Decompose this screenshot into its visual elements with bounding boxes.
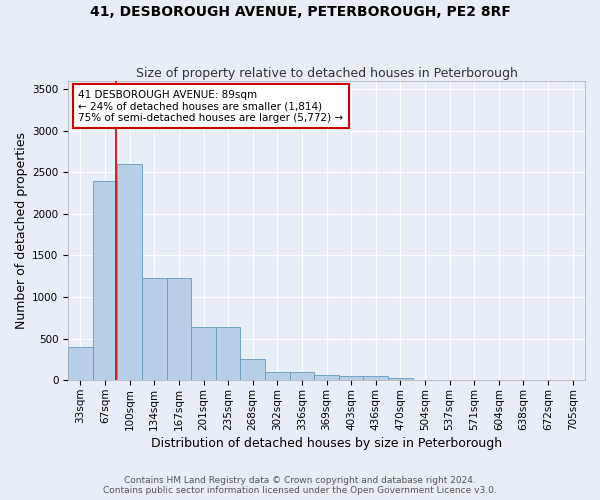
Bar [388,378,413,380]
Bar [216,327,241,380]
Title: Size of property relative to detached houses in Peterborough: Size of property relative to detached ho… [136,66,518,80]
Bar [265,372,290,380]
X-axis label: Distribution of detached houses by size in Peterborough: Distribution of detached houses by size … [151,437,502,450]
Bar [93,180,118,380]
Text: Contains HM Land Registry data © Crown copyright and database right 2024.
Contai: Contains HM Land Registry data © Crown c… [103,476,497,495]
Bar [118,164,142,380]
Bar [68,347,93,380]
Bar [290,372,314,380]
Bar [339,376,364,380]
Bar [241,360,265,380]
Text: 41 DESBOROUGH AVENUE: 89sqm
← 24% of detached houses are smaller (1,814)
75% of : 41 DESBOROUGH AVENUE: 89sqm ← 24% of det… [79,90,344,123]
Text: 41, DESBOROUGH AVENUE, PETERBOROUGH, PE2 8RF: 41, DESBOROUGH AVENUE, PETERBOROUGH, PE2… [89,5,511,19]
Bar [314,375,339,380]
Bar [364,376,388,380]
Y-axis label: Number of detached properties: Number of detached properties [15,132,28,329]
Bar [142,278,167,380]
Bar [167,278,191,380]
Bar [191,327,216,380]
